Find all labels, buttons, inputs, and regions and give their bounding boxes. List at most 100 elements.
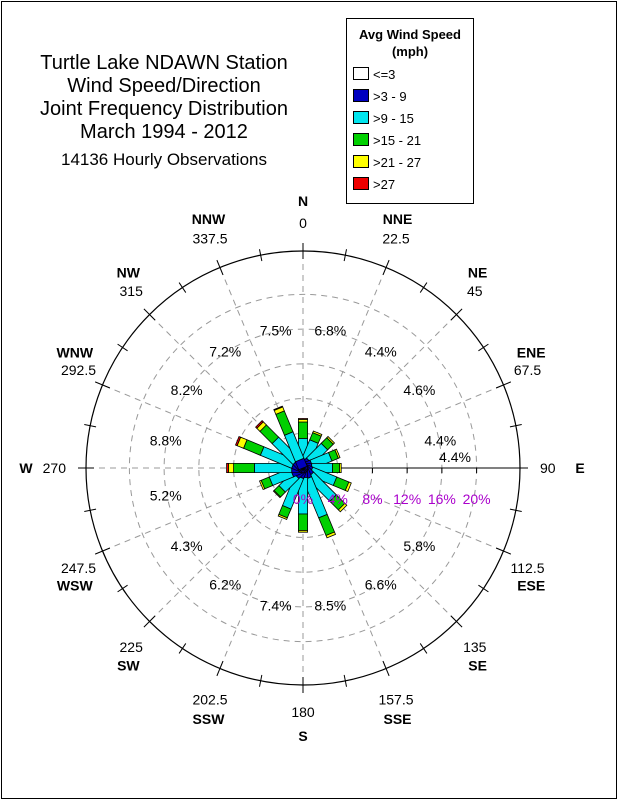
legend-label: >27 [373,177,396,192]
compass-label-ssw: SSW [193,711,226,727]
ring-tick [343,249,347,262]
direction-total-label-ene: 4.4% [424,433,456,449]
petal-segment-nnw [273,405,284,411]
petal-segment-wsw [258,479,266,491]
ring-tick [419,643,428,654]
legend: Avg Wind Speed (mph) <=3 >3 - 9 >9 - 15 >15… [346,18,474,204]
petal-segment-nne [312,430,323,437]
direction-total-label-nne: 4.4% [365,344,397,360]
radial-tick-label: 4% [328,491,348,507]
compass-label-ese: ESE [517,578,545,594]
ring-tick [178,643,187,654]
ring-tick [382,259,390,276]
direction-total-label-ssw: 6.2% [209,576,241,592]
compass-label-se: SE [468,658,487,674]
ring-tick [216,660,224,677]
direction-total-label-sw: 4.3% [171,538,203,554]
petal-segment-nnw [275,410,294,436]
direction-total-label-wnw: 8.2% [171,382,203,398]
legend-label: >9 - 15 [373,111,414,126]
petal-segment-e [339,462,342,474]
direction-total-label-wsw: 5.2% [150,487,182,503]
legend-entry: >27 [353,177,395,193]
degree-label: 315 [120,283,144,299]
petal-segment-ese [344,481,352,493]
legend-swatch [353,67,369,80]
petal-segment-sse [325,531,337,539]
legend-entry: >21 - 27 [353,155,421,171]
degree-label: 112.5 [511,560,545,576]
compass-label-nnw: NNW [192,211,226,227]
legend-title-line-1: Avg Wind Speed [359,27,461,42]
degree-label: 180 [291,704,315,720]
legend-title: Avg Wind Speed (mph) [347,26,473,60]
compass-label-n: N [298,193,308,209]
ring-tick [343,674,347,687]
petal-segment-w [233,462,255,474]
direction-total-label-sse: 8.5% [314,597,346,613]
ring-tick [143,308,156,321]
legend-swatch [353,133,369,146]
direction-total-label-w: 8.8% [150,433,182,449]
radial-tick-label: 0% [293,491,313,507]
degree-label: 225 [120,639,144,655]
chart-title-line-4: March 1994 - 2012 [80,121,248,143]
chart-title-line-2: Wind Speed/Direction [67,75,261,97]
legend-swatch [353,177,369,190]
legend-swatch [353,89,369,102]
compass-label-sw: SW [117,658,140,674]
petal-segment-se [337,502,348,513]
degree-label: 45 [467,283,483,299]
direction-total-label-s: 7.4% [260,597,292,613]
direction-total-label-nnw: 7.5% [260,323,292,339]
ring-tick [143,615,156,628]
direction-total-label-nw: 7.2% [209,344,241,360]
legend-entry: >15 - 21 [353,133,421,149]
ring-tick [259,249,263,262]
ring-tick [495,381,512,389]
degree-label: 337.5 [192,231,227,247]
compass-label-wnw: WNW [57,344,94,360]
chart-subtitle: 14136 Hourly Observations [60,150,267,169]
ring-tick [450,615,463,628]
degree-label: 292.5 [61,362,96,378]
ring-tick [509,424,522,428]
ring-tick [84,508,97,512]
petal-segment-ene [334,448,341,459]
petal-segment-wnw [234,435,242,447]
direction-total-label-se: 6.6% [365,576,397,592]
direction-total-label-n: 6.8% [314,323,346,339]
compass-label-wsw: WSW [57,578,94,594]
chart-title-line-3: Joint Frequency Distribution [40,98,288,120]
ring-tick [478,343,489,352]
compass-label-ene: ENE [517,344,546,360]
degree-label: 247.5 [61,560,96,576]
ring-tick [216,259,224,276]
petal-segment-ne [326,435,336,445]
petal-segment-w [227,462,235,474]
degree-label: 270 [43,460,67,476]
petal-segment-ssw [277,513,288,521]
petal-segment-s [297,513,309,531]
legend-title-line-2: (mph) [391,44,429,59]
ring-tick [478,584,489,593]
radial-tick-label: 12% [393,491,421,507]
ring-tick [450,308,463,321]
degree-label: 67.5 [514,362,541,378]
ring-tick [94,381,111,389]
legend-label: >15 - 21 [373,133,422,148]
degree-label: 135 [463,639,487,655]
legend-swatch [353,111,369,124]
degree-label: 202.5 [192,692,227,708]
compass-label-nne: NNE [383,211,413,227]
compass-label-e: E [575,460,584,476]
petal-segment-nw [255,420,264,429]
ring-tick [419,282,428,293]
ring-tick [117,584,128,593]
petal-segment-wnw [242,439,265,456]
petal-segment-sw [272,489,282,499]
direction-total-label-ne: 4.6% [403,382,435,398]
